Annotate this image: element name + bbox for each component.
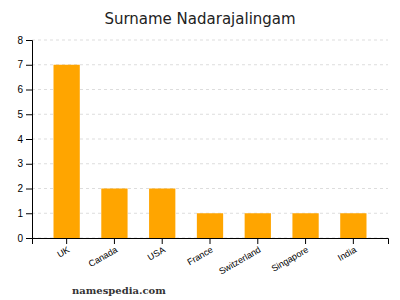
grid-line: [32, 114, 388, 115]
x-tick: USA: [146, 238, 167, 262]
y-tick-label: 0: [17, 233, 23, 244]
title: Surname Nadarajalingam: [104, 10, 295, 28]
x-tick: Singapore: [270, 238, 311, 274]
y-tick-label: 3: [17, 158, 23, 169]
chart: 0 1 2 3 4 5 6 7 8 UK Canada USA FranceSwitzerland Sin…: [0, 0, 400, 300]
x-tick-mark: [114, 238, 115, 244]
y-tick-mark: [26, 213, 32, 214]
y-tick: 2: [17, 183, 32, 194]
grid-line: [32, 188, 388, 189]
x-tick-label: Singapore: [270, 245, 311, 274]
watermark: namespedia.com: [72, 285, 166, 296]
y-tick: 6: [17, 84, 32, 95]
grid: [32, 40, 388, 238]
bar: [54, 65, 80, 238]
y-tick: 7: [17, 59, 32, 70]
y-tick-label: 6: [17, 84, 23, 95]
grid-line: [32, 64, 388, 65]
y-tick-label: 2: [17, 183, 23, 194]
y-tick-mark: [26, 90, 32, 91]
bar: [197, 213, 223, 238]
x-tick: India: [336, 238, 358, 263]
bars: [54, 65, 367, 238]
x-tick-label: USA: [146, 245, 167, 263]
x-tick-mark: [353, 238, 354, 244]
x-tick-label: France: [185, 245, 214, 268]
y-tick-label: 1: [17, 208, 23, 219]
y-tick: 3: [17, 158, 32, 169]
plot: 0 1 2 3 4 5 6 7 8 UK Canada USA FranceSwitzerland Sin…: [17, 35, 388, 277]
grid-line: [32, 89, 388, 90]
x-tick: UK: [55, 238, 71, 259]
x-tick-mark: [305, 238, 306, 244]
bar: [101, 189, 127, 239]
x-tick: France: [185, 238, 214, 267]
bar: [149, 189, 175, 239]
y-tick-mark: [26, 164, 32, 165]
y-tick-mark: [26, 65, 32, 66]
y-axis-line: [26, 41, 33, 239]
x-tick-label: India: [336, 245, 358, 263]
y-tick-label: 5: [17, 109, 23, 120]
x-tick: Switzerland: [217, 238, 262, 276]
y-tick: 5: [17, 109, 32, 120]
y-tick: 1: [17, 208, 32, 219]
y-tick-label: 8: [17, 35, 23, 46]
x-tick-label: UK: [55, 245, 71, 260]
bar: [340, 213, 366, 238]
x-tick-mark: [257, 238, 258, 244]
y-axis: 0 1 2 3 4 5 6 7 8: [17, 35, 32, 244]
y-tick-mark: [26, 114, 32, 115]
bar: [245, 213, 271, 238]
x-tick-label: Canada: [87, 245, 119, 269]
y-tick-label: 4: [17, 134, 23, 145]
x-tick-label: Switzerland: [217, 245, 262, 277]
grid-line: [32, 163, 388, 164]
x-tick-mark: [210, 238, 211, 244]
x-tick: Canada: [87, 238, 119, 269]
grid-line: [32, 139, 388, 140]
y-tick: 4: [17, 134, 32, 145]
y-tick: 0: [17, 233, 32, 244]
y-tick-mark: [26, 238, 32, 239]
x-axis-line: [33, 239, 389, 245]
y-tick-label: 7: [17, 59, 23, 70]
y-tick-mark: [26, 40, 32, 41]
y-tick-mark: [26, 139, 32, 140]
grid-line: [32, 40, 388, 41]
x-tick-mark: [66, 238, 67, 244]
y-tick-mark: [26, 189, 32, 190]
x-axis: UK Canada USA FranceSwitzerland Singapore Ind…: [33, 238, 389, 276]
bar: [292, 213, 318, 238]
y-tick: 8: [17, 35, 32, 46]
x-tick-mark: [162, 238, 163, 244]
